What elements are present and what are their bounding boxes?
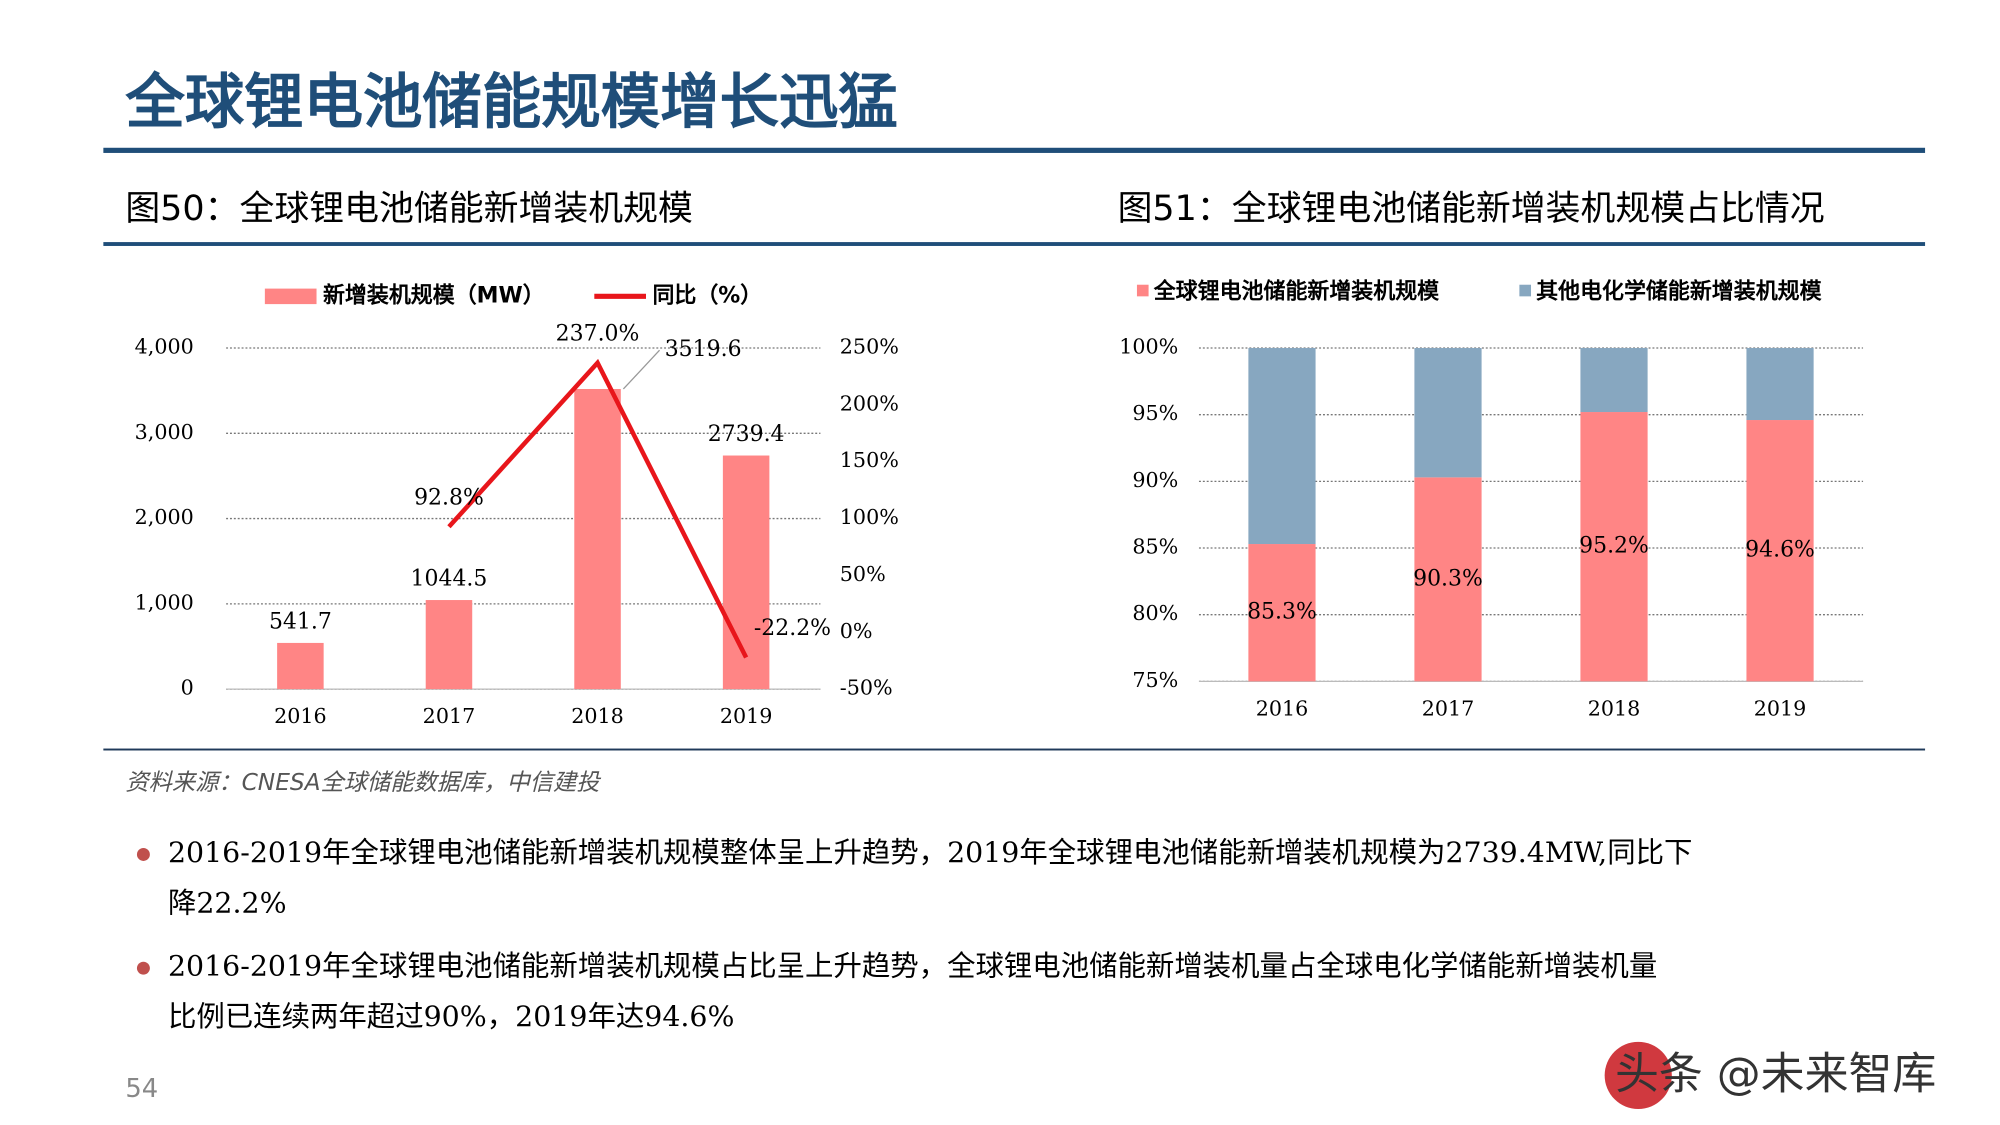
watermark-logo <box>1604 1041 1672 1110</box>
bar <box>722 455 770 690</box>
data-label: 3519.6 <box>665 337 742 362</box>
source: 资料来源：CNESA全球储能数据库，中信建投 <box>125 769 601 796</box>
y2-tick-label: 100% <box>840 505 899 529</box>
y-tick-label: 0 <box>181 676 194 700</box>
bullet-text: 2016-2019年全球锂电池储能新增装机规模占比呈上升趋势，全球锂电池储能新增… <box>168 950 1657 983</box>
y-tick-label: 90% <box>1132 468 1178 492</box>
y-tick-label: 4,000 <box>135 335 194 359</box>
bullet-text: 2016-2019年全球锂电池储能新增装机规模整体呈上升趋势，2019年全球锂电… <box>168 836 1692 869</box>
y2-tick-label: 0% <box>840 619 873 643</box>
data-label: 94.6% <box>1745 538 1815 563</box>
bar <box>574 388 621 690</box>
x-tick-label: 2019 <box>1754 696 1807 720</box>
x-tick-label: 2018 <box>1588 696 1641 720</box>
y-tick-label: 75% <box>1132 668 1178 692</box>
bar <box>425 600 473 690</box>
legend-label: 同比（%） <box>652 283 762 308</box>
caption: 图50：全球锂电池储能新增装机规模 <box>125 189 693 229</box>
bar <box>1414 477 1482 682</box>
slide-title: 全球锂电池储能规模增长迅猛 <box>124 69 897 138</box>
bullet-dot <box>136 961 150 975</box>
title-rule <box>103 147 1926 153</box>
data-label: 541.7 <box>269 609 332 634</box>
data-label: 1044.5 <box>411 566 488 591</box>
leader-line <box>622 349 661 390</box>
y2-tick-label: 250% <box>840 335 899 359</box>
bar <box>277 642 324 690</box>
bar <box>1414 348 1482 478</box>
data-label: 95.2% <box>1579 534 1649 559</box>
data-label: 90.3% <box>1413 566 1483 591</box>
caption-rule <box>103 242 1926 246</box>
bar <box>1580 412 1648 682</box>
bar <box>1580 348 1648 413</box>
x-tick-label: 2017 <box>423 704 476 728</box>
x-tick-label: 2016 <box>1256 696 1309 720</box>
data-label: 92.8% <box>414 485 484 510</box>
y2-tick-label: 50% <box>840 562 886 586</box>
y2-tick-label: -50% <box>840 676 893 700</box>
y-tick-label: 3,000 <box>135 420 194 444</box>
legend-swatch <box>1136 284 1149 297</box>
bar <box>1746 420 1814 682</box>
y-tick-label: 1,000 <box>135 590 194 614</box>
legend-label: 全球锂电池储能新增装机规模 <box>1153 278 1440 304</box>
bullet-dot <box>136 848 150 861</box>
data-label: -22.2% <box>754 616 831 641</box>
data-label: 2739.4 <box>708 422 785 447</box>
bottom-rule <box>103 748 1926 751</box>
y2-tick-label: 200% <box>840 391 899 415</box>
data-label: 237.0% <box>556 321 640 346</box>
legend-swatch <box>1519 284 1532 297</box>
bar <box>1746 348 1814 421</box>
x-tick-label: 2019 <box>720 704 773 728</box>
bullet-text: 降22.2% <box>168 886 287 919</box>
y-tick-label: 2,000 <box>135 505 194 529</box>
data-label: 85.3% <box>1247 600 1317 625</box>
bar <box>1248 544 1316 682</box>
x-tick-label: 2017 <box>1422 696 1475 720</box>
y-tick-label: 100% <box>1119 335 1178 359</box>
y-tick-label: 85% <box>1132 535 1178 559</box>
x-tick-label: 2016 <box>274 704 327 728</box>
legend-swatch <box>264 288 317 305</box>
legend-label: 其他电化学储能新增装机规模 <box>1536 278 1822 304</box>
y-tick-label: 95% <box>1132 401 1178 425</box>
legend-label: 新增装机规模（MW） <box>323 282 545 308</box>
bar <box>1248 348 1316 545</box>
bullet-text: 比例已连续两年超过90%，2019年达94.6% <box>168 1000 735 1033</box>
watermark: 头条 @未来智库 <box>1615 1049 1936 1100</box>
y-tick-label: 80% <box>1132 601 1178 625</box>
page-number: 54 <box>125 1074 158 1104</box>
y2-tick-label: 150% <box>840 448 899 472</box>
line <box>447 358 749 659</box>
x-tick-label: 2018 <box>571 704 624 728</box>
caption: 图51：全球锂电池储能新增装机规模占比情况 <box>1118 189 1825 229</box>
